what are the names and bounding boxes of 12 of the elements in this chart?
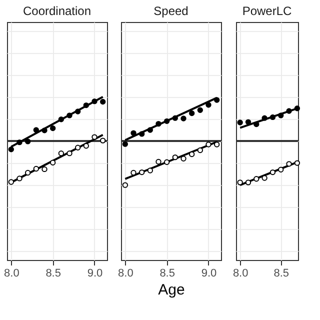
x-tick-label: 9.0 xyxy=(87,268,103,280)
chart-title: Speed xyxy=(154,4,188,18)
chart-title: Coordination xyxy=(22,4,92,18)
x-tick-label: 8.5 xyxy=(274,268,290,280)
x-tick-label: 8.0 xyxy=(232,268,248,280)
x-tick-label: 8.0 xyxy=(118,268,134,280)
chart-title: PowerLC xyxy=(242,4,292,18)
x-axis-title: Age xyxy=(158,282,185,298)
x-tick-label: 8.0 xyxy=(4,268,20,280)
x-tick-label: 8.5 xyxy=(160,268,175,280)
x-tick-label: 8.5 xyxy=(46,268,61,280)
x-tick-label: 9.0 xyxy=(201,268,217,280)
